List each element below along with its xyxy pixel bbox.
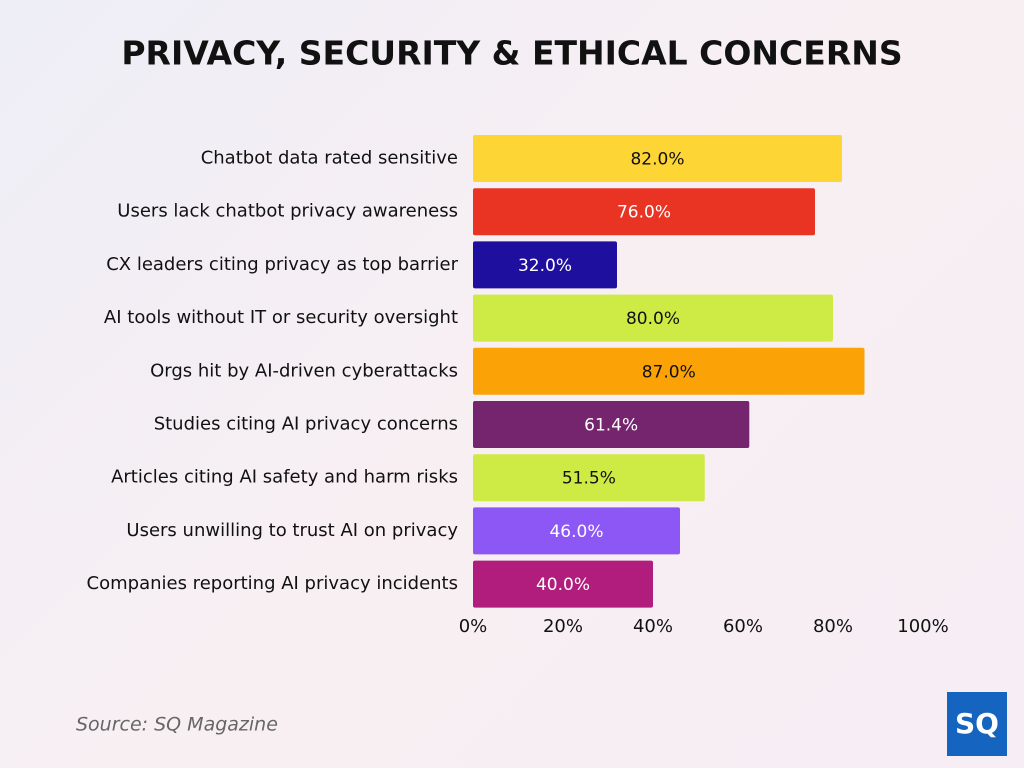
- x-tick-label: 0%: [459, 616, 488, 637]
- category-label: Orgs hit by AI-driven cyberattacks: [150, 360, 458, 381]
- x-tick-label: 80%: [813, 616, 853, 637]
- value-label: 51.5%: [562, 469, 616, 489]
- bar: [473, 294, 833, 342]
- category-label: Companies reporting AI privacy incidents: [87, 573, 458, 594]
- source: Source: SQ Magazine: [76, 714, 278, 736]
- value-label: 76.0%: [617, 203, 671, 223]
- value-label: 82.0%: [630, 150, 684, 170]
- bar: [473, 560, 653, 608]
- logo-box: [947, 692, 1007, 756]
- x-tick-label: 100%: [897, 616, 948, 637]
- x-tick-label: 40%: [633, 616, 673, 637]
- value-label: 46.0%: [549, 522, 603, 542]
- bar: [473, 135, 842, 182]
- value-label: 32.0%: [518, 256, 572, 276]
- category-label: AI tools without IT or security oversigh…: [104, 307, 458, 328]
- bar: [473, 347, 865, 395]
- bar: [473, 507, 680, 555]
- value-label: 61.4%: [584, 416, 638, 436]
- bar: [473, 188, 815, 236]
- value-label: 87.0%: [642, 362, 696, 382]
- category-label: Users unwilling to trust AI on privacy: [126, 520, 458, 541]
- chart-title: PRIVACY, SECURITY & ETHICAL CONCERNS: [121, 34, 902, 73]
- bar: [473, 241, 617, 289]
- category-label: CX leaders citing privacy as top barrier: [106, 254, 458, 275]
- category-label: Articles citing AI safety and harm risks: [111, 467, 458, 488]
- x-tick-label: 20%: [543, 616, 583, 637]
- bar: [473, 401, 750, 448]
- value-label: 40.0%: [536, 575, 590, 595]
- value-label: 80.0%: [626, 309, 680, 329]
- logo: SQ: [955, 707, 999, 740]
- category-label: Studies citing AI privacy concerns: [154, 414, 458, 435]
- bar: [473, 454, 705, 502]
- category-label: Users lack chatbot privacy awareness: [117, 201, 458, 222]
- category-label: Chatbot data rated sensitive: [201, 148, 458, 169]
- x-tick-label: 60%: [723, 616, 763, 637]
